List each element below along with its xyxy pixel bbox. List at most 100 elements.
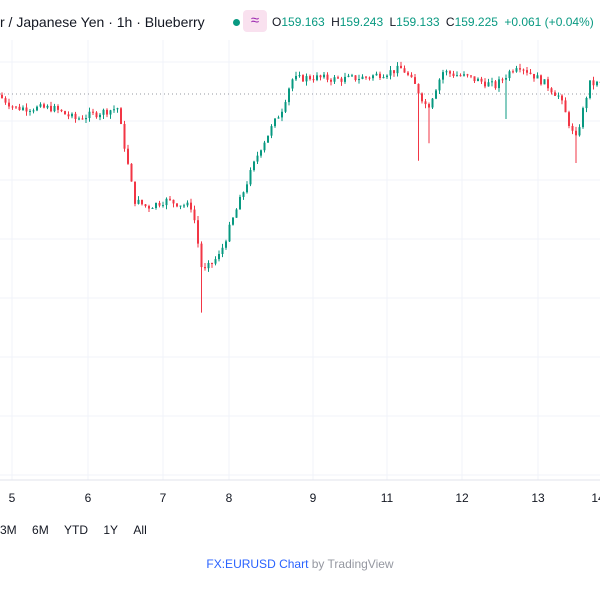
candle-body <box>463 74 465 76</box>
range-button-3m[interactable]: 3M <box>0 523 17 537</box>
candle-body <box>494 81 497 89</box>
range-button-all[interactable]: All <box>133 523 147 537</box>
candle-body <box>74 113 77 120</box>
candle-body <box>99 114 101 118</box>
candle-body <box>501 79 504 81</box>
candle <box>235 208 238 218</box>
candle-body <box>109 110 112 115</box>
candle-body <box>428 104 430 108</box>
tradingview-credit: by TradingView <box>308 557 394 571</box>
candle <box>295 71 297 82</box>
candle <box>200 241 203 313</box>
candle-body <box>571 125 574 131</box>
candle <box>428 102 430 144</box>
candle-body <box>260 150 262 156</box>
candle <box>176 203 178 208</box>
candle <box>592 76 595 90</box>
candle <box>487 78 490 87</box>
candle <box>281 108 283 122</box>
candle <box>449 70 451 78</box>
candle <box>435 88 437 100</box>
candle <box>494 79 497 90</box>
candle-body <box>92 111 94 113</box>
candle-body <box>274 118 276 127</box>
x-tick-label: 8 <box>226 491 233 505</box>
candle <box>36 105 38 112</box>
candle-body <box>582 108 584 128</box>
candle <box>316 72 318 82</box>
candle-body <box>459 75 462 77</box>
candle <box>484 78 486 89</box>
candle <box>519 63 521 73</box>
candle-body <box>172 199 175 204</box>
candle-body <box>393 70 395 74</box>
candle-body <box>102 109 105 115</box>
candle <box>29 108 31 116</box>
candle <box>186 200 189 208</box>
candle <box>393 70 395 77</box>
candle-body <box>18 106 21 111</box>
range-button-ytd[interactable]: YTD <box>64 523 89 537</box>
candle <box>445 69 448 76</box>
candle-body <box>8 102 10 107</box>
symbol-chart-link[interactable]: FX:EURUSD Chart <box>206 557 309 571</box>
candle <box>260 149 262 158</box>
candle-body <box>522 69 525 71</box>
candle-body <box>165 198 168 206</box>
candle-body <box>445 71 448 73</box>
candle <box>312 75 315 83</box>
candle-body <box>323 74 325 78</box>
candle-body <box>242 192 245 197</box>
candle <box>155 202 157 210</box>
candle-body <box>1 94 3 99</box>
candle <box>473 76 476 84</box>
candle <box>130 163 133 182</box>
candle <box>515 65 518 73</box>
candle <box>274 118 276 128</box>
candle-body <box>302 75 304 82</box>
candle-body <box>36 106 38 111</box>
candle-body <box>568 112 570 126</box>
candle <box>452 70 455 78</box>
candle-body <box>141 199 143 205</box>
candle <box>477 77 479 82</box>
candle-body <box>78 118 80 120</box>
candle <box>32 108 35 114</box>
candle-body <box>263 142 266 151</box>
candle <box>214 256 217 266</box>
close-value: 159.225 <box>454 15 498 29</box>
high-label: H <box>331 15 340 29</box>
range-button-6m[interactable]: 6M <box>32 523 49 537</box>
candle-body <box>127 148 129 164</box>
candle-body <box>480 78 483 82</box>
candle <box>221 243 224 258</box>
range-button-1y[interactable]: 1Y <box>103 523 119 537</box>
candle-body <box>543 79 546 85</box>
candle <box>382 74 385 79</box>
candle-body <box>155 202 157 208</box>
candle <box>92 108 94 115</box>
candle <box>575 126 577 163</box>
candle <box>396 62 399 77</box>
candle <box>466 73 469 78</box>
candle <box>151 207 154 209</box>
candle <box>169 195 171 202</box>
candle <box>242 191 245 200</box>
candle <box>547 76 549 91</box>
candle <box>554 90 556 97</box>
candle-body <box>221 247 224 254</box>
candle <box>165 197 168 210</box>
candle-body <box>435 90 437 99</box>
candle <box>225 239 227 250</box>
candle-body <box>291 79 294 89</box>
candle-body <box>382 77 385 79</box>
wave-icon[interactable]: ≈ <box>243 10 267 32</box>
candle <box>540 74 542 86</box>
candle-body <box>354 75 357 81</box>
candle <box>113 105 115 113</box>
candle-body <box>386 75 388 78</box>
candle-body <box>64 111 66 115</box>
candle <box>512 69 514 74</box>
x-tick-label: 5 <box>9 491 16 505</box>
